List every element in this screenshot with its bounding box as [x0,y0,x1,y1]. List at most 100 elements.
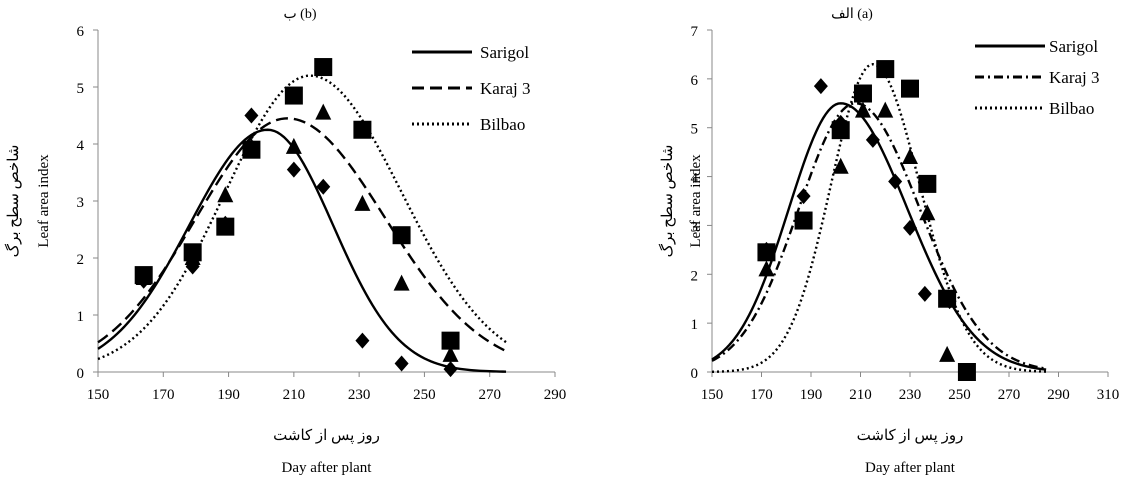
legend-label: Karaj 3 [480,79,531,98]
data-point-karaj-3 [854,101,871,118]
data-point-bilbao [853,84,872,103]
data-point-karaj-3 [285,137,302,154]
legend-label: Karaj 3 [1049,68,1100,87]
data-point-karaj-3 [939,345,956,362]
data-point-karaj-3 [832,157,849,174]
data-point-bilbao [757,243,776,262]
x-axis-label: Day after plant [282,460,373,476]
y-tick-label: 1 [77,309,85,325]
series-line-bilbao [711,62,1047,373]
data-point-sarigol [917,285,932,302]
y-axis-label-fa: شاخص سطح برگ [4,145,22,258]
y-tick-label: 4 [77,138,85,154]
x-axis-label-fa: روز پس از کاشت [273,428,380,444]
x-tick-label: 290 [1047,387,1070,403]
legend: Sarigol Karaj 3 Bilbao [412,43,531,134]
data-point-bilbao [901,79,919,98]
data-point-bilbao [876,60,895,79]
data-point-sarigol [888,173,903,190]
y-tick-label: 6 [691,73,699,89]
data-point-bilbao [918,174,937,193]
data-point-bilbao [392,226,411,245]
series-line-bilbao [97,74,507,361]
data-point-karaj-3 [217,186,234,203]
data-point-sarigol [316,178,331,195]
data-point-bilbao [284,86,303,105]
y-tick-label: 0 [77,366,85,382]
data-point-sarigol [813,78,828,95]
data-point-karaj-3 [442,345,459,362]
y-tick-label: 3 [77,195,85,211]
y-axis-label: Leaf area index [688,154,704,248]
panel-title: الف (a) [831,7,873,22]
data-point-sarigol [355,332,370,349]
x-tick-label: 170 [152,387,175,403]
y-axis-label-fa: شاخص سطح برگ [658,145,676,258]
x-tick-label: 210 [849,387,872,403]
data-point-bilbao [183,243,202,262]
x-tick-label: 250 [413,387,436,403]
x-tick-label: 190 [800,387,823,403]
x-tick-label: 310 [1097,387,1120,403]
y-tick-label: 4 [691,171,699,187]
data-point-sarigol [865,131,880,148]
data-point-sarigol [394,355,409,372]
data-point-bilbao [441,331,460,350]
x-tick-label: 230 [348,387,371,403]
legend-label: Bilbao [1049,99,1094,118]
y-tick-label: 5 [691,122,699,138]
x-tick-label: 210 [283,387,306,403]
legend: Sarigol Karaj 3 Bilbao [975,37,1100,118]
y-tick-label: 1 [691,317,699,333]
data-point-karaj-3 [315,103,332,120]
x-axis-label-fa: روز پس از کاشت [857,428,964,444]
x-tick-label: 290 [544,387,567,403]
data-point-karaj-3 [758,260,775,277]
y-tick-label: 3 [691,219,699,235]
data-point-sarigol [443,361,458,378]
legend-label: Sarigol [480,43,529,62]
x-tick-label: 190 [217,387,240,403]
x-tick-label: 270 [998,387,1021,403]
data-point-bilbao [353,120,372,139]
data-point-bilbao [134,266,153,285]
legend-label: Sarigol [1049,37,1098,56]
x-tick-label: 230 [899,387,922,403]
data-point-karaj-3 [354,194,371,211]
y-tick-label: 0 [691,366,699,382]
y-tick-label: 2 [691,268,699,284]
data-point-bilbao [242,140,261,159]
y-tick-label: 7 [691,24,699,40]
chart-panel-a: الف (a) 150 170 190 210 230 250 270 290 310 0 1 2 3 4 5… [658,7,1119,476]
series-line-karaj-3 [97,117,507,353]
y-tick-label: 6 [77,24,85,40]
x-axis-label: Day after plant [865,460,956,476]
series-line-sarigol [711,102,1047,371]
data-point-sarigol [903,219,917,236]
data-point-bilbao [938,289,957,308]
panel-title: ب (b) [283,7,316,22]
x-tick-label: 170 [750,387,773,403]
y-tick-label: 5 [77,81,85,97]
chart-panel-b: ب (b) 150 170 190 210 230 250 270 290 0 1 2 3 4 5 6 روز … [4,7,566,476]
data-point-karaj-3 [902,148,918,165]
x-tick-label: 150 [87,387,110,403]
x-tick-label: 250 [948,387,971,403]
x-tick-label: 150 [701,387,724,403]
legend-label: Bilbao [480,115,525,134]
data-point-karaj-3 [393,274,410,291]
data-point-sarigol [796,188,811,205]
data-point-bilbao [794,211,813,230]
data-point-karaj-3 [919,204,936,221]
data-point-bilbao [957,363,976,381]
data-point-sarigol [286,161,301,178]
y-axis-label: Leaf area index [36,154,52,248]
data-point-sarigol [244,107,259,124]
x-tick-label: 270 [478,387,501,403]
data-point-bilbao [831,121,850,140]
y-tick-label: 2 [77,252,85,268]
data-point-bilbao [216,217,235,236]
data-point-bilbao [314,58,333,77]
data-point-karaj-3 [877,101,894,118]
